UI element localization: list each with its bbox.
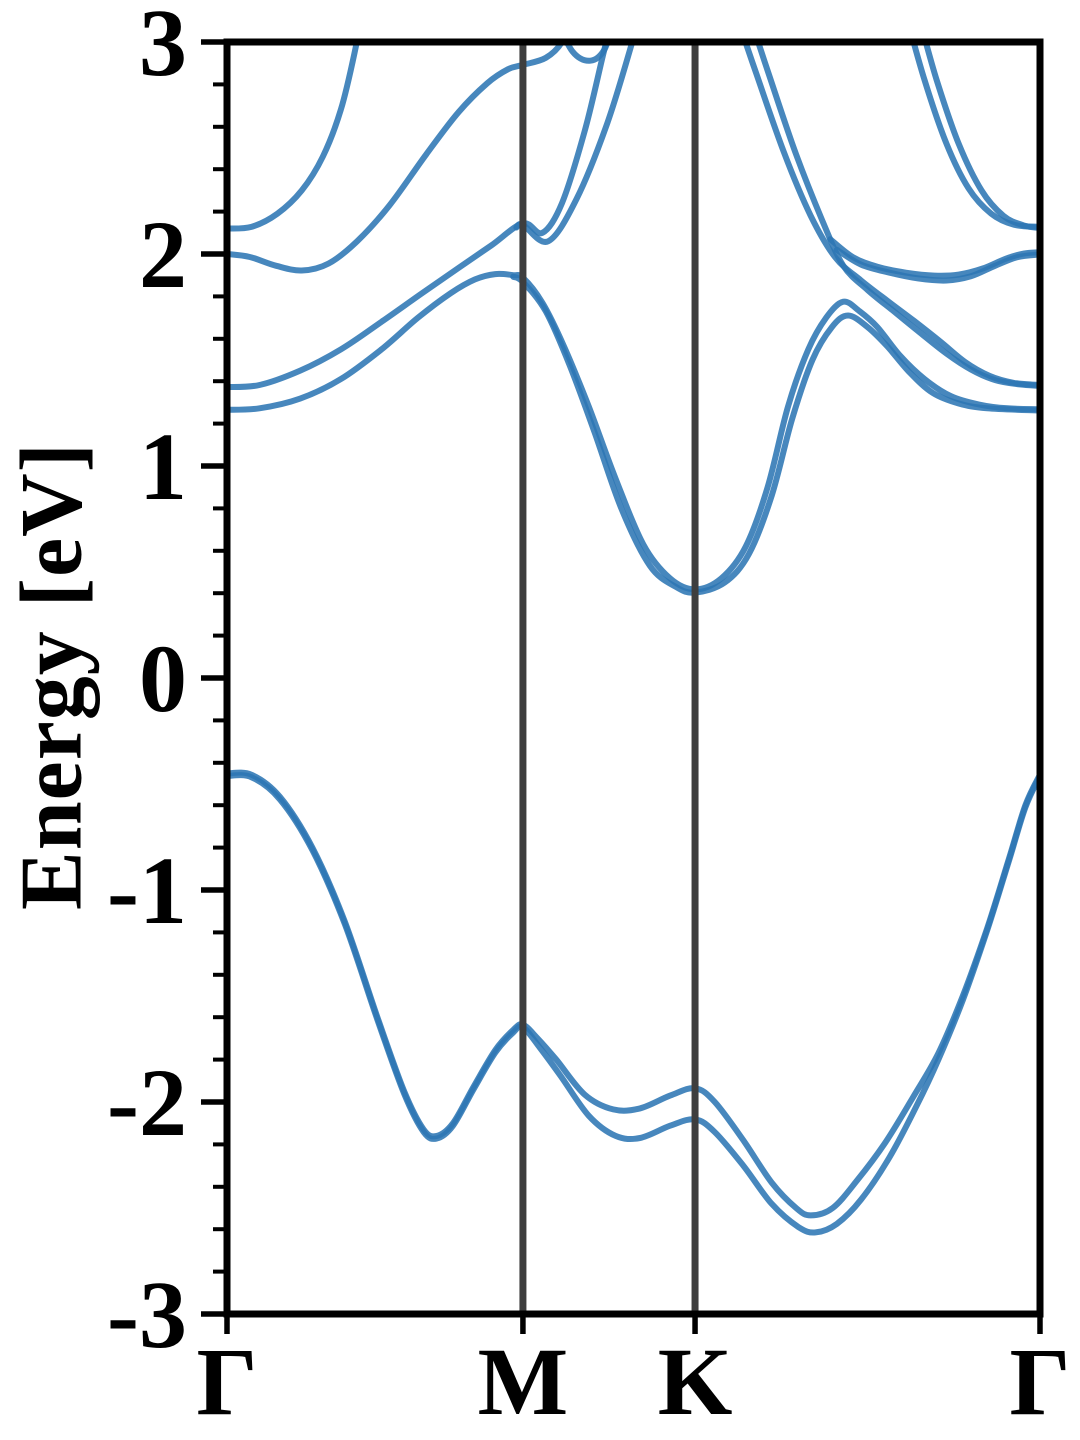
x-tick-label-3-Γ: Γ [1009,1328,1070,1435]
y-tick-label-1: 1 [139,413,187,520]
y-tick-label-3: 3 [139,0,187,96]
y-axis-label: Energy [eV] [3,442,101,910]
band-conduction3 [227,42,566,274]
band-valence-lower [227,772,1040,1236]
plot-frame [223,38,1044,1318]
y-tick-label-0: 0 [139,625,187,732]
band-conduction2-split [513,42,636,245]
y-tick-label-2: 2 [139,201,187,308]
x-tick-label-2-K: K [658,1328,733,1435]
band-kgamma-steep-lower [754,42,1040,389]
band-kgamma-top-lower [922,42,1040,232]
band-conduction2-main [227,42,610,391]
band-kgamma-wiggle-lower [833,246,1040,284]
y-tick-label--3: -3 [107,1261,187,1368]
x-tick-label-1-M: M [478,1328,569,1435]
y-tick-label--2: -2 [107,1049,187,1156]
x-tick-label-0-Γ: Γ [196,1328,257,1435]
band-conduction1-upper [227,270,1040,593]
band-conduction1-lower [510,273,1040,596]
y-tick-label--1: -1 [107,837,187,944]
band-valence-upper [227,769,1040,1219]
band-kgamma-steep-upper [742,42,1040,388]
band-conduction4 [227,42,360,232]
bands-group [227,42,1040,1236]
